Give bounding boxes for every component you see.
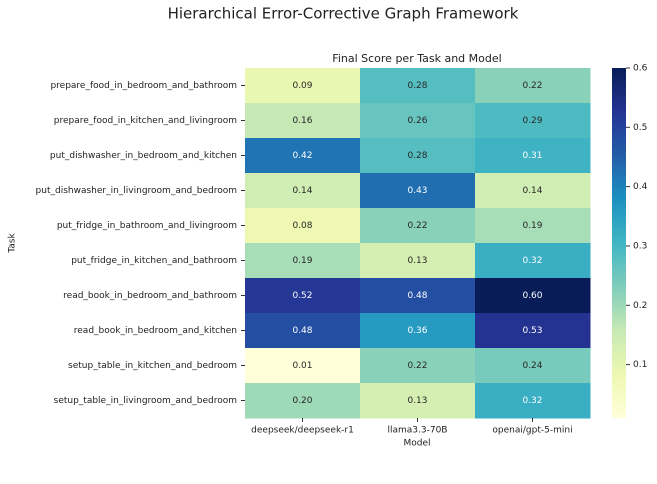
y-tick-label: setup_table_in_livingroom_and_bedroom	[54, 396, 237, 406]
cell-label: 0.36	[407, 326, 427, 336]
y-tick-label: put_fridge_in_bathroom_and_livingroom	[57, 221, 237, 231]
heatmap-cell	[245, 348, 361, 384]
heatmap-cell	[245, 313, 361, 349]
y-tick-label: prepare_food_in_kitchen_and_livingroom	[54, 116, 237, 126]
cell-label: 0.22	[407, 361, 427, 371]
heatmap-cell	[245, 278, 361, 314]
x-tick-label: deepseek/deepseek-r1	[251, 426, 354, 436]
y-axis-label: Task	[8, 233, 18, 254]
heatmap-cell	[360, 68, 476, 104]
cell-label: 0.43	[407, 186, 427, 196]
cell-label: 0.29	[522, 116, 542, 126]
heatmap-cell	[475, 208, 591, 244]
heatmap-cell	[360, 173, 476, 209]
cell-label: 0.14	[292, 186, 312, 196]
cell-label: 0.42	[292, 151, 312, 161]
cell-label: 0.19	[522, 221, 542, 231]
heatmap-cell	[475, 138, 591, 174]
cell-label: 0.24	[522, 361, 542, 371]
cell-label: 0.32	[522, 396, 542, 406]
cell-label: 0.09	[292, 81, 312, 91]
cell-label: 0.08	[292, 221, 312, 231]
heatmap-cell	[360, 138, 476, 174]
cell-label: 0.60	[522, 291, 542, 301]
heatmap-cell	[475, 68, 591, 104]
heatmap-cell	[245, 103, 361, 139]
heatmap-cell	[475, 243, 591, 279]
cell-label: 0.31	[522, 151, 542, 161]
heatmap-cell	[360, 208, 476, 244]
cell-label: 0.22	[522, 81, 542, 91]
y-tick-label: read_book_in_bedroom_and_bathroom	[63, 291, 237, 301]
heatmap-cell	[245, 243, 361, 279]
colorbar-tick-label: 0.1	[633, 360, 647, 370]
y-tick-label: setup_table_in_kitchen_and_bedroom	[68, 361, 237, 371]
heatmap-cell	[475, 313, 591, 349]
colorbar-tick-label: 0.3	[633, 241, 647, 251]
cell-label: 0.13	[407, 256, 427, 266]
cell-label: 0.32	[522, 256, 542, 266]
heatmap-cell	[360, 278, 476, 314]
heatmap-cell	[245, 138, 361, 174]
cell-label: 0.01	[292, 361, 312, 371]
heatmap-cell	[475, 278, 591, 314]
heatmap-cell	[475, 103, 591, 139]
cell-label: 0.14	[522, 186, 542, 196]
cell-label: 0.19	[292, 256, 312, 266]
cell-label: 0.13	[407, 396, 427, 406]
heatmap-cell	[360, 103, 476, 139]
heatmap-cell	[475, 173, 591, 209]
cell-label: 0.22	[407, 221, 427, 231]
heatmap-cell	[475, 383, 591, 419]
colorbar-tick-label: 0.5	[633, 123, 647, 133]
cell-label: 0.16	[292, 116, 312, 126]
cell-label: 0.28	[407, 151, 427, 161]
y-tick-label: put_dishwasher_in_bedroom_and_kitchen	[50, 151, 237, 161]
heatmap-cell	[245, 383, 361, 419]
chart-subtitle: Final Score per Task and Model	[332, 52, 501, 65]
chart-title: Hierarchical Error-Corrective Graph Fram…	[168, 5, 519, 23]
colorbar-tick-label: 0.6	[633, 64, 648, 74]
cell-label: 0.52	[292, 291, 312, 301]
x-tick-label: openai/gpt-5-mini	[492, 426, 572, 436]
y-tick-label: prepare_food_in_bedroom_and_bathroom	[50, 81, 237, 91]
colorbar-tick-label: 0.2	[633, 301, 647, 311]
x-axis-label: Model	[403, 439, 430, 449]
y-tick-label: put_dishwasher_in_livingroom_and_bedroom	[36, 186, 237, 196]
heatmap-cell	[360, 383, 476, 419]
cell-label: 0.26	[407, 116, 427, 126]
x-tick-label: llama3.3-70B	[388, 426, 448, 436]
heatmap-cell	[360, 313, 476, 349]
cell-label: 0.20	[292, 396, 312, 406]
y-tick-label: read_book_in_bedroom_and_kitchen	[74, 326, 237, 336]
cell-label: 0.53	[522, 326, 542, 336]
heatmap-cell	[360, 348, 476, 384]
heatmap-cell	[245, 173, 361, 209]
colorbar	[612, 68, 626, 418]
heatmap-cell	[360, 243, 476, 279]
y-tick-label: put_fridge_in_kitchen_and_bathroom	[71, 256, 237, 266]
heatmap-cell	[475, 348, 591, 384]
heatmap-cell	[245, 208, 361, 244]
heatmap-cell	[245, 68, 361, 104]
cell-label: 0.48	[407, 291, 427, 301]
cell-label: 0.48	[292, 326, 312, 336]
cell-label: 0.28	[407, 81, 427, 91]
colorbar-tick-label: 0.4	[633, 182, 648, 192]
